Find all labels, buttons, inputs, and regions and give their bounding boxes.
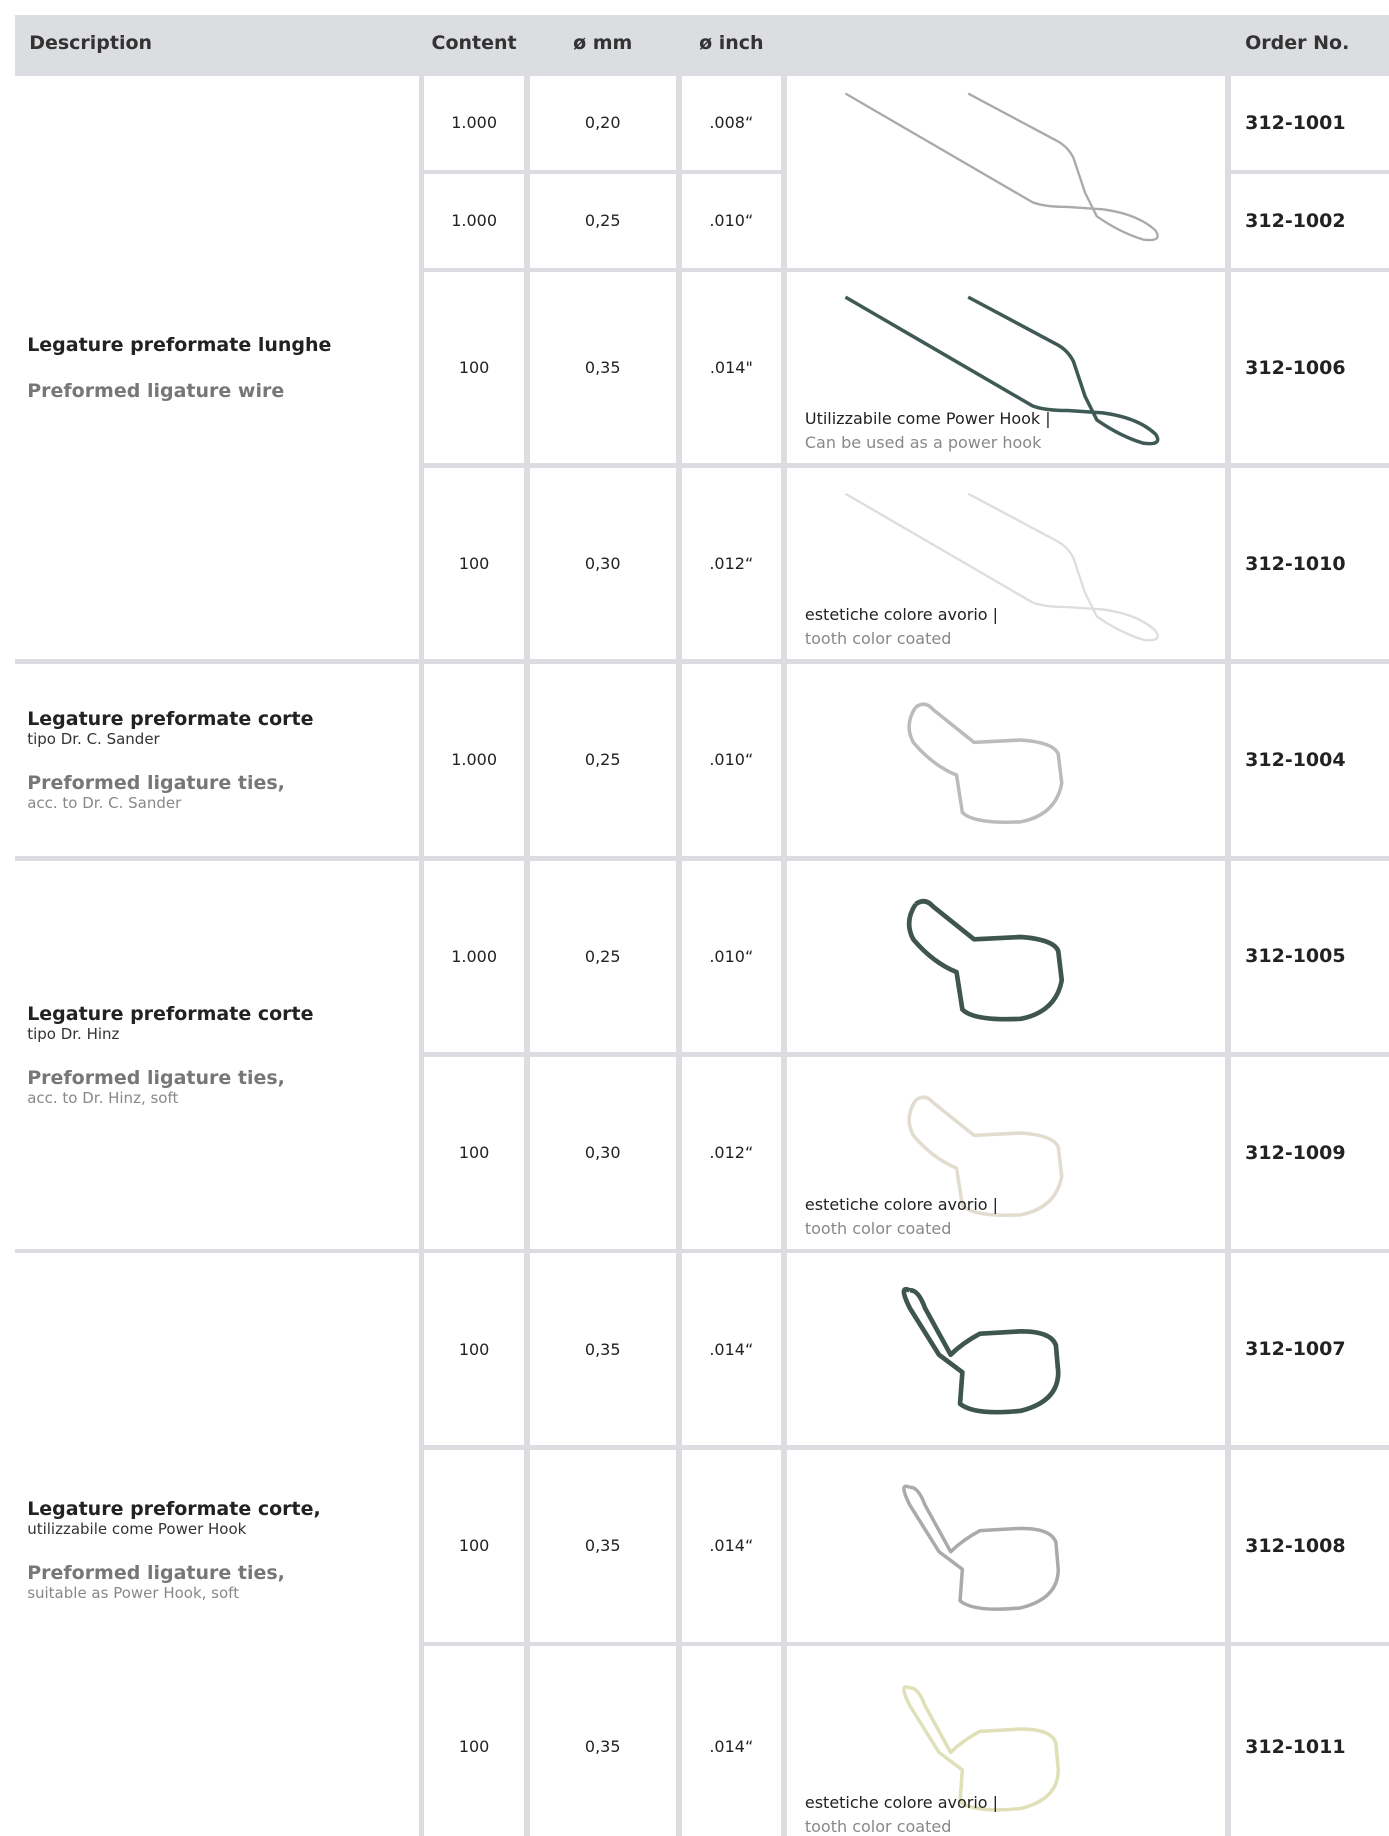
- image-cell: estetiche colore avorio | tooth color coa…: [786, 467, 1226, 660]
- cell-content: 100: [424, 1056, 524, 1249]
- description-cell: Legature preformate corte tipo Dr. Hinz Pr…: [15, 860, 419, 1249]
- order-number: 312-1005: [1231, 860, 1389, 1053]
- cell-content: 1.000: [424, 860, 524, 1053]
- title-en: Preformed ligature ties,: [27, 1562, 285, 1585]
- note-en: tooth color coated: [804, 629, 952, 649]
- subtitle-en: acc. to Dr. C. Sander: [27, 793, 182, 812]
- header-cell: Order No.: [1231, 15, 1389, 72]
- cell-content: 1.000: [424, 664, 524, 856]
- order-number: 312-1008: [1231, 1449, 1389, 1642]
- order-number: 312-1002: [1231, 174, 1389, 268]
- cell-mm: 0,20: [529, 75, 676, 170]
- note-it: estetiche colore avorio |: [804, 1194, 999, 1214]
- cell-content: 1.000: [424, 75, 524, 170]
- cell-mm: 0,35: [529, 1253, 676, 1446]
- note-en: tooth color coated: [804, 1218, 952, 1238]
- note-it: estetiche colore avorio |: [804, 605, 999, 625]
- cell-inch: .014": [681, 272, 781, 463]
- note-en: Can be used as a power hook: [804, 432, 1042, 452]
- wire-image: [907, 1095, 1064, 1217]
- title-en: Preformed ligature ties,: [27, 771, 285, 794]
- cell-content: 100: [424, 1449, 524, 1642]
- subtitle-en: suitable as Power Hook, soft: [27, 1584, 240, 1603]
- wire-image: [844, 92, 1159, 242]
- cell-mm: 0,30: [529, 1056, 676, 1249]
- cell-content: 100: [424, 1646, 524, 1836]
- cell-mm: 0,30: [529, 467, 676, 660]
- description-cell: Legature preformate lunghe Preformed liga…: [15, 75, 419, 660]
- subtitle-en: acc. to Dr. Hinz, soft: [27, 1088, 179, 1107]
- cell-content: 100: [424, 467, 524, 660]
- title: Legature preformate lunghe: [27, 333, 332, 356]
- wire-image: [907, 702, 1064, 825]
- subtitle: utilizzabile come Power Hook: [27, 1520, 247, 1539]
- title-en: Preformed ligature wire: [27, 379, 285, 402]
- image-cell: [786, 664, 1226, 856]
- header-cell: [786, 15, 1226, 72]
- subtitle: tipo Dr. C. Sander: [27, 729, 160, 748]
- order-number: 312-1001: [1231, 75, 1389, 170]
- note: estetiche colore avorio | tooth color coa…: [805, 1791, 998, 1836]
- cell-inch: .008“: [681, 75, 781, 170]
- title: Legature preformate corte: [27, 707, 314, 730]
- image-cell: Utilizzabile come Power Hook | Can be use…: [786, 272, 1226, 463]
- cell-mm: 0,25: [529, 174, 676, 268]
- cell-mm: 0,35: [529, 1646, 676, 1836]
- cell-mm: 0,35: [529, 272, 676, 463]
- cell-inch: .014“: [681, 1449, 781, 1642]
- image-cell: [786, 860, 1226, 1053]
- order-number: 312-1006: [1231, 272, 1389, 463]
- description-cell: Legature preformate corte tipo Dr. C. San…: [15, 664, 419, 856]
- wire-image: [902, 1685, 1060, 1812]
- note-it: Utilizzabile come Power Hook |: [804, 408, 1051, 428]
- title: Legature preformate corte: [27, 1002, 314, 1025]
- order-number: 312-1010: [1231, 467, 1389, 660]
- image-cell: [786, 1253, 1226, 1446]
- header-cell: Description: [15, 15, 419, 72]
- title: Legature preformate corte,: [27, 1498, 321, 1521]
- wire-image: [901, 1287, 1061, 1415]
- cell-mm: 0,25: [529, 860, 676, 1053]
- header-cell: Content: [424, 15, 524, 72]
- cell-content: 100: [424, 1253, 524, 1446]
- cell-inch: .012“: [681, 1056, 781, 1249]
- subtitle: tipo Dr. Hinz: [27, 1024, 120, 1043]
- note: estetiche colore avorio | tooth color coa…: [805, 1193, 998, 1241]
- image-cell: estetiche colore avorio | tooth color coa…: [786, 1646, 1226, 1836]
- wire-image: [902, 1484, 1060, 1611]
- cell-inch: .014“: [681, 1253, 781, 1446]
- image-cell: estetiche colore avorio | tooth color coa…: [786, 1056, 1226, 1249]
- note: estetiche colore avorio | tooth color coa…: [805, 603, 998, 651]
- image-cell: [786, 1449, 1226, 1642]
- cell-mm: 0,25: [529, 664, 676, 856]
- title-en: Preformed ligature ties,: [27, 1066, 285, 1089]
- note: Utilizzabile come Power Hook | Can be use…: [805, 407, 1051, 455]
- cell-inch: .012“: [681, 467, 781, 660]
- header-cell: ø mm: [529, 15, 676, 72]
- wire-image: [906, 898, 1064, 1022]
- image-cell: [786, 75, 1226, 268]
- header-cell: ø inch: [681, 15, 781, 72]
- wire-image: [844, 295, 1160, 446]
- wire-image: [844, 492, 1159, 642]
- order-number: 312-1009: [1231, 1056, 1389, 1249]
- description-cell: Legature preformate corte, utilizzabile c…: [15, 1253, 419, 1836]
- cell-inch: .010“: [681, 860, 781, 1053]
- cell-mm: 0,35: [529, 1449, 676, 1642]
- cell-inch: .014“: [681, 1646, 781, 1836]
- cell-inch: .010“: [681, 664, 781, 856]
- order-number: 312-1007: [1231, 1253, 1389, 1446]
- note-it: estetiche colore avorio |: [804, 1793, 999, 1813]
- cell-inch: .010“: [681, 174, 781, 268]
- cell-content: 100: [424, 272, 524, 463]
- note-en: tooth color coated: [804, 1817, 952, 1836]
- order-number: 312-1004: [1231, 664, 1389, 856]
- cell-content: 1.000: [424, 174, 524, 268]
- order-number: 312-1011: [1231, 1646, 1389, 1836]
